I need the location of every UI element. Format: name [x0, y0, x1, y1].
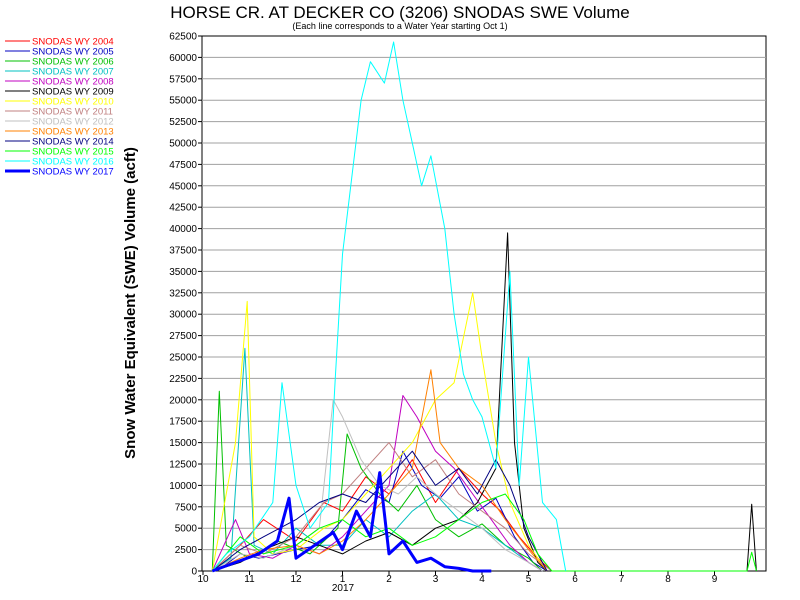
series-line-9 [212, 369, 548, 572]
x-tick-label: 9 [712, 574, 718, 585]
y-tick-label: 45000 [169, 181, 197, 192]
y-tick-label: 37500 [169, 246, 197, 257]
y-tick-label: 17500 [169, 417, 197, 428]
x-axis-ticks: 10 11 12 1 2 3 4 5 6 7 8 9 [197, 571, 718, 585]
y-tick-label: 47500 [169, 160, 197, 171]
legend-label: SNODAS WY 2016 [32, 157, 114, 168]
series-line-12 [211, 41, 567, 572]
y-tick-label: 5000 [175, 524, 198, 535]
legend-label: SNODAS WY 2011 [32, 107, 113, 118]
x-tick-label: 5 [526, 574, 532, 585]
y-axis-label: Snow Water Equivalent (SWE) Volume (acft… [122, 147, 139, 459]
legend-label: SNODAS WY 2010 [32, 97, 114, 108]
y-tick-label: 62500 [169, 32, 197, 43]
x-tick-label: 11 [244, 574, 255, 585]
x-tick-label: 10 [197, 574, 209, 585]
chart-title: HORSE CR. AT DECKER CO (3206) SNODAS SWE… [170, 3, 629, 22]
y-tick-label: 52500 [169, 117, 197, 128]
y-tick-label: 60000 [169, 53, 197, 64]
y-tick-label: 25000 [169, 353, 197, 364]
y-tick-label: 15000 [169, 438, 197, 449]
legend-label: SNODAS WY 2013 [32, 127, 114, 138]
x-tick-label: 2 [386, 574, 392, 585]
y-tick-label: 30000 [169, 310, 197, 321]
legend-label: SNODAS WY 2014 [32, 137, 114, 148]
y-tick-label: 55000 [169, 96, 197, 107]
y-tick-label: 40000 [169, 224, 197, 235]
legend-label: SNODAS WY 2009 [32, 87, 114, 98]
y-tick-label: 27500 [169, 331, 197, 342]
legend-label: SNODAS WY 2015 [32, 147, 114, 158]
series-lines [211, 41, 757, 573]
y-axis-ticks: 0 2500 5000 7500 10000 12500 15000 17500 20000 22… [169, 32, 202, 578]
x-tick-label: 7 [619, 574, 625, 585]
legend-label: SNODAS WY 2004 [32, 37, 114, 48]
y-tick-label: 35000 [169, 267, 197, 278]
series-line-6 [211, 292, 548, 572]
legend-label: SNODAS WY 2006 [32, 57, 114, 68]
x-tick-label: 6 [572, 574, 578, 585]
legend-label: SNODAS WY 2007 [32, 67, 114, 78]
legend-label: SNODAS WY 2005 [32, 47, 114, 58]
y-tick-label: 10000 [169, 481, 197, 492]
y-tick-label: 22500 [169, 374, 197, 385]
x-year-label: 2017 [332, 583, 355, 594]
x-tick-label: 4 [479, 574, 485, 585]
y-tick-label: 42500 [169, 203, 197, 214]
series-line-4 [211, 395, 543, 572]
x-tick-label: 1 [340, 574, 346, 585]
y-tick-label: 0 [191, 567, 197, 578]
legend-label: SNODAS WY 2012 [32, 117, 114, 128]
legend-label: SNODAS WY 2017 [32, 167, 114, 178]
x-tick-label: 12 [290, 574, 302, 585]
y-tick-label: 32500 [169, 288, 197, 299]
y-tick-label: 57500 [169, 74, 197, 85]
legend-label: SNODAS WY 2008 [32, 77, 114, 88]
chart-subtitle: (Each line corresponds to a Water Year s… [292, 21, 507, 31]
y-tick-label: 50000 [169, 139, 197, 150]
y-tick-label: 2500 [175, 545, 198, 556]
series-line-13 [211, 471, 492, 573]
grid-lines [202, 56, 766, 551]
y-tick-label: 7500 [175, 502, 198, 513]
x-tick-label: 3 [433, 574, 439, 585]
x-tick-label: 8 [665, 574, 671, 585]
y-tick-label: 12500 [169, 460, 197, 471]
y-tick-label: 20000 [169, 395, 197, 406]
